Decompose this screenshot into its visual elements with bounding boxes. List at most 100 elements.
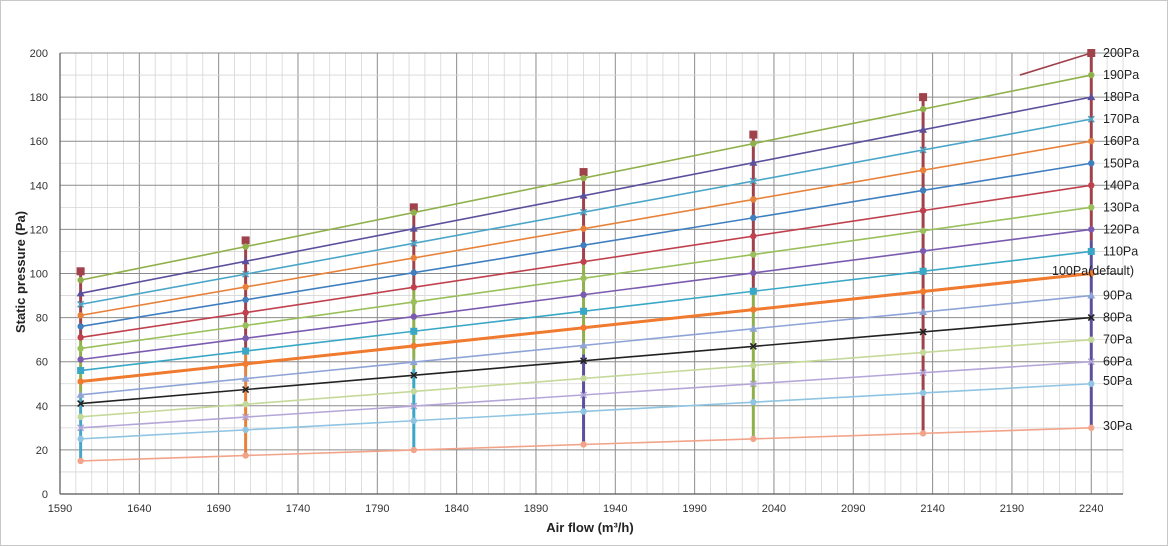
- series-marker: [77, 367, 85, 375]
- series-marker: [242, 309, 249, 316]
- series-marker: [77, 435, 84, 443]
- series-line: [80, 316, 1092, 405]
- series-lines: [80, 52, 1092, 462]
- series-marker: [77, 356, 84, 363]
- series-marker: [750, 306, 757, 313]
- series-marker: [919, 166, 927, 174]
- series-marker: [919, 369, 927, 377]
- series-marker: [919, 227, 927, 235]
- y-tick-label: 80: [36, 313, 48, 325]
- series-marker: [750, 251, 757, 258]
- series-marker: [410, 239, 418, 247]
- series-marker: [580, 174, 587, 182]
- legend-label: 100Pa(default): [1052, 264, 1134, 278]
- y-tick-label: 40: [36, 401, 48, 413]
- series-marker: [919, 146, 927, 154]
- vertical-lines: [76, 49, 1096, 461]
- series-marker: [919, 247, 927, 255]
- legend-label: 160Pa: [1103, 134, 1139, 148]
- legend-label: 80Pa: [1103, 311, 1132, 325]
- series-marker: [410, 269, 418, 276]
- series-marker: [77, 312, 84, 319]
- series-marker: [749, 158, 758, 166]
- series-marker: [410, 417, 418, 424]
- vertical-line-top-marker: [409, 203, 418, 212]
- series-marker: [409, 224, 418, 232]
- legend-label: 140Pa: [1103, 178, 1139, 192]
- x-axis-title: Air flow (m³/h): [546, 520, 633, 535]
- series-marker: [919, 105, 927, 113]
- series-marker: [580, 225, 587, 232]
- vertical-line-top-marker: [919, 93, 928, 102]
- series-marker: [1088, 138, 1095, 145]
- series-marker: [77, 400, 85, 408]
- series-marker: [1088, 336, 1095, 343]
- y-tick-label: 60: [36, 357, 48, 369]
- legend-label: 70Pa: [1103, 333, 1132, 347]
- series-marker: [410, 446, 418, 454]
- series-marker: [750, 435, 757, 443]
- series-marker: [77, 378, 84, 385]
- series-marker: [580, 357, 588, 365]
- series-marker: [749, 342, 757, 350]
- series-marker: [750, 140, 757, 147]
- series-marker: [580, 375, 587, 382]
- legend-label: 150Pa: [1103, 156, 1139, 170]
- series-marker: [749, 380, 757, 388]
- legend-label: 130Pa: [1103, 200, 1139, 214]
- series-marker: [410, 254, 418, 262]
- y-tick-label: 0: [42, 489, 48, 501]
- series-marker: [1087, 115, 1095, 123]
- series-marker: [77, 276, 84, 284]
- x-tick-label: 1640: [127, 503, 151, 515]
- series-marker: [580, 307, 588, 315]
- x-tick-label: 1740: [286, 503, 310, 515]
- series-marker: [77, 424, 85, 432]
- series-marker: [1088, 380, 1095, 387]
- markers: [76, 49, 1096, 465]
- series-marker: [579, 341, 588, 349]
- legend-label: 90Pa: [1103, 289, 1132, 303]
- series-marker: [580, 242, 587, 249]
- x-tick-label: 2240: [1079, 503, 1103, 515]
- legend-label: 120Pa: [1103, 222, 1139, 236]
- series-marker: [410, 371, 418, 379]
- series-line: [80, 96, 1092, 295]
- series-marker: [410, 284, 418, 291]
- x-tick-label: 2140: [920, 503, 944, 515]
- series-marker: [241, 374, 250, 382]
- series-line: [80, 360, 1092, 429]
- series-marker: [919, 308, 928, 316]
- series-marker: [1087, 291, 1096, 299]
- x-tick-label: 1990: [682, 503, 706, 515]
- series-marker: [242, 335, 249, 342]
- grid: [59, 52, 1124, 495]
- series-marker: [580, 291, 587, 298]
- series-marker: [580, 258, 587, 265]
- series-marker: [919, 288, 927, 295]
- series-marker: [1088, 204, 1095, 211]
- series-marker: [1087, 49, 1095, 57]
- legend-label: 190Pa: [1103, 68, 1139, 82]
- series-marker: [77, 457, 84, 465]
- series-marker: [242, 426, 249, 434]
- tick-labels: 1590 1640 1690 1740 1790 1840 1890 1940 1990 2040…: [30, 48, 1104, 515]
- series-marker: [77, 334, 84, 341]
- series-marker: [409, 358, 418, 366]
- series-marker: [1087, 314, 1095, 322]
- series-marker: [919, 349, 927, 356]
- series-marker: [750, 232, 757, 240]
- series-marker: [242, 385, 250, 394]
- series-marker: [410, 298, 418, 306]
- series-marker: [242, 322, 249, 329]
- x-tick-label: 2090: [841, 503, 865, 515]
- series-marker: [242, 413, 250, 421]
- series-marker: [1088, 226, 1095, 233]
- x-tick-label: 1590: [48, 503, 72, 515]
- series-marker: [410, 313, 418, 320]
- series-marker: [580, 391, 588, 399]
- series-marker: [919, 328, 927, 336]
- legend: 200Pa 190Pa 180Pa 170Pa 160Pa 150Pa 140Pa 130Pa…: [1052, 46, 1139, 433]
- series-marker: [749, 287, 757, 295]
- series-marker: [919, 125, 928, 133]
